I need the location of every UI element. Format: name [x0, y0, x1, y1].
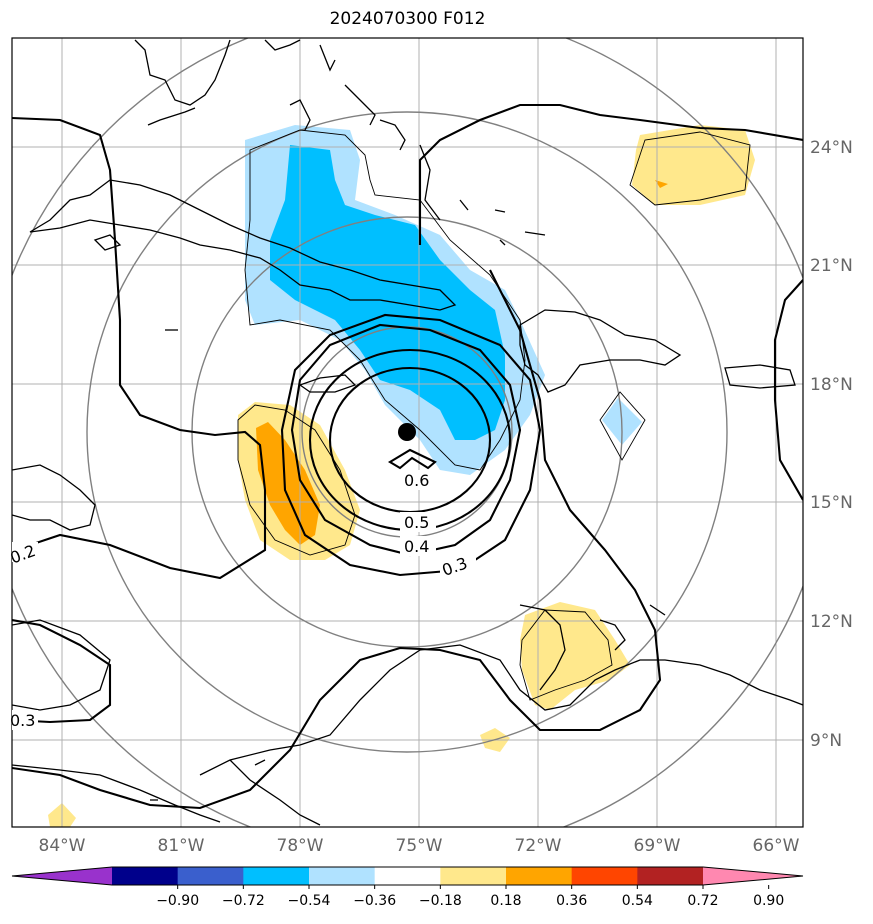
colorbar-tick-label: 0.90 [753, 893, 784, 909]
colorbar-segment [112, 867, 179, 885]
lat-label: 21°N [810, 256, 853, 276]
lon-label: 72°W [515, 836, 562, 856]
colorbar-segment [309, 867, 376, 885]
lat-label: 24°N [810, 138, 853, 158]
colorbar-tick-label: 0.54 [622, 893, 653, 909]
graticule [12, 38, 803, 827]
colorbar: −0.90 −0.72 −0.54 −0.36 −0.18 0.18 0.36 0.54 0.7… [11, 866, 804, 909]
colorbar-tick-label: −0.90 [156, 893, 199, 909]
contour-label: 0.6 [404, 471, 429, 490]
coastlines [12, 39, 803, 826]
colorbar-segment [637, 867, 704, 885]
lat-label: 12°N [810, 612, 853, 632]
lat-label: 18°N [810, 375, 853, 395]
map-title: 2024070300 F012 [329, 9, 486, 29]
lat-label: 15°N [810, 493, 853, 513]
colorbar-tick-label: −0.18 [419, 893, 462, 909]
colorbar-segment [243, 867, 310, 885]
colorbar-outline [11, 866, 804, 886]
lon-label: 75°W [396, 836, 443, 856]
colorbar-extend-max [703, 867, 803, 885]
longitude-labels: 84°W 81°W 78°W 75°W 72°W 69°W 66°W [39, 836, 800, 856]
colorbar-segment [571, 867, 638, 885]
colorbar-tick-label: 0.18 [490, 893, 521, 909]
contour-labels: 0.6 0.5 0.4 0.3 0.2 0.3 [8, 470, 476, 730]
lon-label: 78°W [277, 836, 324, 856]
colorbar-extend-min [12, 867, 112, 885]
colorbar-segment [374, 867, 441, 885]
bold-contours [12, 103, 803, 810]
colorbar-tick-label: −0.72 [222, 893, 265, 909]
lon-label: 69°W [634, 836, 681, 856]
lon-label: 66°W [753, 836, 800, 856]
lon-label: 84°W [39, 836, 86, 856]
colorbar-tick-label: 0.72 [687, 893, 718, 909]
thin-contours [237, 129, 751, 701]
lat-label: 9°N [810, 731, 842, 751]
colorbar-tick-label: 0.36 [556, 893, 587, 909]
lon-label: 81°W [158, 836, 205, 856]
storm-center-marker [398, 423, 416, 441]
contour-label: 0.5 [404, 513, 429, 532]
map-frame [11, 37, 804, 828]
colorbar-segment [506, 867, 573, 885]
contour-label: 0.4 [404, 537, 429, 556]
contour-label: 0.3 [10, 711, 35, 730]
colorbar-segment [440, 867, 507, 885]
colorbar-tick-label: −0.36 [353, 893, 396, 909]
colorbar-segment [177, 867, 244, 885]
latitude-labels: 24°N 21°N 18°N 15°N 12°N 9°N [810, 138, 853, 751]
colorbar-tick-label: −0.54 [288, 893, 331, 909]
